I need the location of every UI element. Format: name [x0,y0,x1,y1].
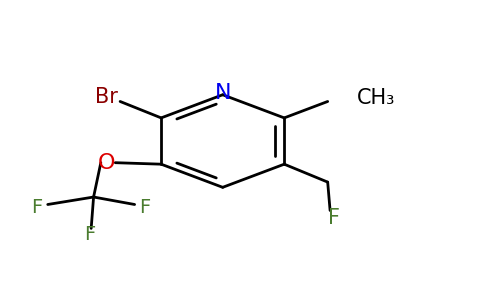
Text: Br: Br [95,87,118,107]
Text: F: F [85,226,96,244]
Text: F: F [31,198,43,217]
Text: N: N [214,83,231,103]
Text: F: F [139,198,151,217]
Text: F: F [328,208,340,228]
Text: O: O [98,153,115,173]
Text: CH₃: CH₃ [357,88,395,108]
